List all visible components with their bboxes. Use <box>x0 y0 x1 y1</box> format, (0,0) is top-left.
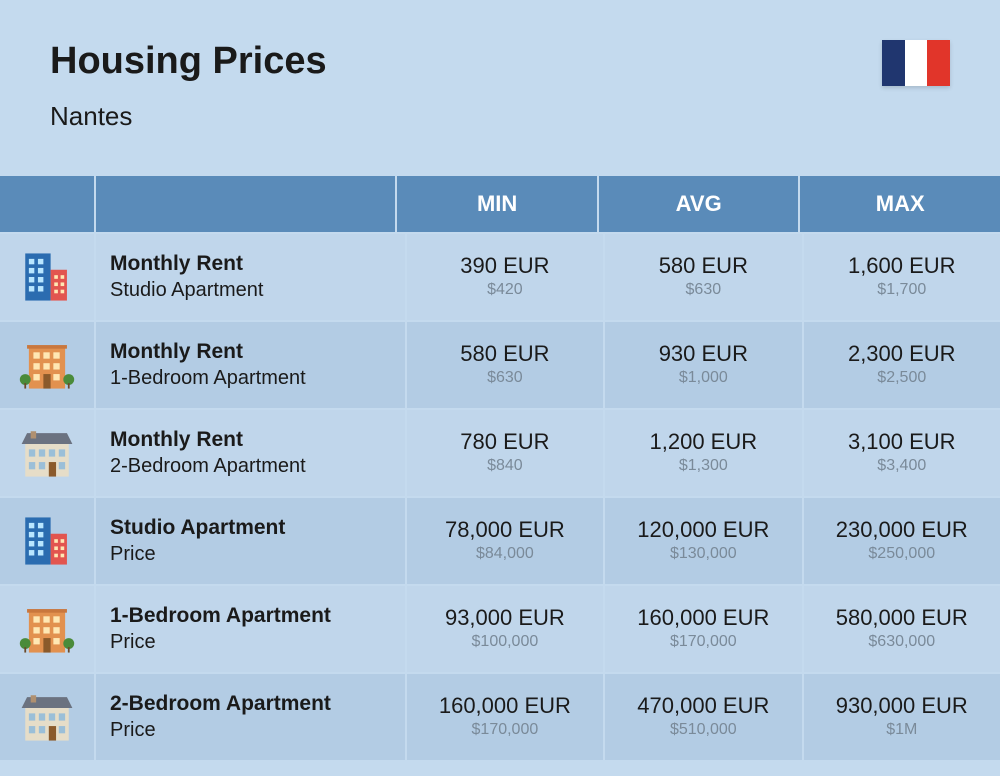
cell-avg: 1,200 EUR$1,300 <box>605 410 803 496</box>
building-tall-icon <box>0 234 96 320</box>
value-sub: $100,000 <box>472 632 539 653</box>
table-row: Monthly Rent2-Bedroom Apartment780 EUR$8… <box>0 408 1000 496</box>
value-sub: $84,000 <box>476 544 534 565</box>
value-main: 930 EUR <box>659 341 748 367</box>
value-sub: $2,500 <box>877 368 926 389</box>
prices-table: MIN AVG MAX Monthly RentStudio Apartment… <box>0 176 1000 760</box>
row-title: 1-Bedroom Apartment <box>110 603 405 629</box>
row-label: Studio ApartmentPrice <box>96 498 407 584</box>
value-main: 78,000 EUR <box>445 517 565 543</box>
page-title: Housing Prices <box>50 40 950 83</box>
row-label: Monthly RentStudio Apartment <box>96 234 407 320</box>
cell-avg: 930 EUR$1,000 <box>605 322 803 408</box>
row-label: Monthly Rent2-Bedroom Apartment <box>96 410 407 496</box>
table-row: 1-Bedroom ApartmentPrice93,000 EUR$100,0… <box>0 584 1000 672</box>
row-subtitle: 1-Bedroom Apartment <box>110 366 405 391</box>
cell-min: 580 EUR$630 <box>407 322 605 408</box>
value-main: 1,200 EUR <box>650 429 758 455</box>
building-mid-icon <box>0 322 96 408</box>
value-main: 390 EUR <box>460 253 549 279</box>
value-sub: $420 <box>487 280 523 301</box>
th-icon-spacer <box>0 176 96 232</box>
cell-max: 580,000 EUR$630,000 <box>804 586 1000 672</box>
value-sub: $3,400 <box>877 456 926 477</box>
th-min: MIN <box>397 176 599 232</box>
cell-min: 93,000 EUR$100,000 <box>407 586 605 672</box>
th-max: MAX <box>800 176 1000 232</box>
value-sub: $130,000 <box>670 544 737 565</box>
cell-max: 230,000 EUR$250,000 <box>804 498 1000 584</box>
value-main: 120,000 EUR <box>637 517 769 543</box>
cell-max: 3,100 EUR$3,400 <box>804 410 1000 496</box>
row-subtitle: Price <box>110 718 405 743</box>
building-tall-icon <box>0 498 96 584</box>
value-main: 580 EUR <box>659 253 748 279</box>
building-house-icon <box>0 410 96 496</box>
row-label: Monthly Rent1-Bedroom Apartment <box>96 322 407 408</box>
row-label: 1-Bedroom ApartmentPrice <box>96 586 407 672</box>
row-title: Monthly Rent <box>110 427 405 453</box>
cell-min: 780 EUR$840 <box>407 410 605 496</box>
value-sub: $170,000 <box>472 720 539 741</box>
value-sub: $250,000 <box>868 544 935 565</box>
value-main: 3,100 EUR <box>848 429 956 455</box>
row-subtitle: 2-Bedroom Apartment <box>110 454 405 479</box>
row-title: 2-Bedroom Apartment <box>110 691 405 717</box>
value-main: 2,300 EUR <box>848 341 956 367</box>
value-sub: $1,700 <box>877 280 926 301</box>
cell-max: 1,600 EUR$1,700 <box>804 234 1000 320</box>
cell-min: 78,000 EUR$84,000 <box>407 498 605 584</box>
value-main: 93,000 EUR <box>445 605 565 631</box>
value-sub: $510,000 <box>670 720 737 741</box>
cell-min: 160,000 EUR$170,000 <box>407 674 605 760</box>
value-sub: $1,000 <box>679 368 728 389</box>
value-sub: $630 <box>686 280 722 301</box>
cell-max: 2,300 EUR$2,500 <box>804 322 1000 408</box>
cell-max: 930,000 EUR$1M <box>804 674 1000 760</box>
th-label-spacer <box>96 176 397 232</box>
row-title: Monthly Rent <box>110 251 405 277</box>
value-sub: $630,000 <box>868 632 935 653</box>
row-subtitle: Price <box>110 542 405 567</box>
value-main: 930,000 EUR <box>836 693 968 719</box>
cell-avg: 580 EUR$630 <box>605 234 803 320</box>
value-main: 160,000 EUR <box>637 605 769 631</box>
value-main: 160,000 EUR <box>439 693 571 719</box>
header: Housing Prices Nantes <box>0 0 1000 152</box>
value-sub: $630 <box>487 368 523 389</box>
row-title: Studio Apartment <box>110 515 405 541</box>
table-row: 2-Bedroom ApartmentPrice160,000 EUR$170,… <box>0 672 1000 760</box>
value-main: 230,000 EUR <box>836 517 968 543</box>
value-sub: $1M <box>886 720 917 741</box>
table-header: MIN AVG MAX <box>0 176 1000 232</box>
row-subtitle: Studio Apartment <box>110 278 405 303</box>
table-row: Studio ApartmentPrice78,000 EUR$84,00012… <box>0 496 1000 584</box>
value-main: 1,600 EUR <box>848 253 956 279</box>
table-row: Monthly RentStudio Apartment390 EUR$4205… <box>0 232 1000 320</box>
cell-avg: 470,000 EUR$510,000 <box>605 674 803 760</box>
row-subtitle: Price <box>110 630 405 655</box>
value-main: 580,000 EUR <box>836 605 968 631</box>
value-sub: $170,000 <box>670 632 737 653</box>
value-sub: $1,300 <box>679 456 728 477</box>
value-main: 470,000 EUR <box>637 693 769 719</box>
row-label: 2-Bedroom ApartmentPrice <box>96 674 407 760</box>
building-mid-icon <box>0 586 96 672</box>
cell-min: 390 EUR$420 <box>407 234 605 320</box>
row-title: Monthly Rent <box>110 339 405 365</box>
value-main: 780 EUR <box>460 429 549 455</box>
building-house-icon <box>0 674 96 760</box>
cell-avg: 120,000 EUR$130,000 <box>605 498 803 584</box>
value-sub: $840 <box>487 456 523 477</box>
th-avg: AVG <box>599 176 801 232</box>
table-row: Monthly Rent1-Bedroom Apartment580 EUR$6… <box>0 320 1000 408</box>
france-flag-icon <box>882 40 950 86</box>
cell-avg: 160,000 EUR$170,000 <box>605 586 803 672</box>
page-subtitle: Nantes <box>50 101 950 132</box>
value-main: 580 EUR <box>460 341 549 367</box>
